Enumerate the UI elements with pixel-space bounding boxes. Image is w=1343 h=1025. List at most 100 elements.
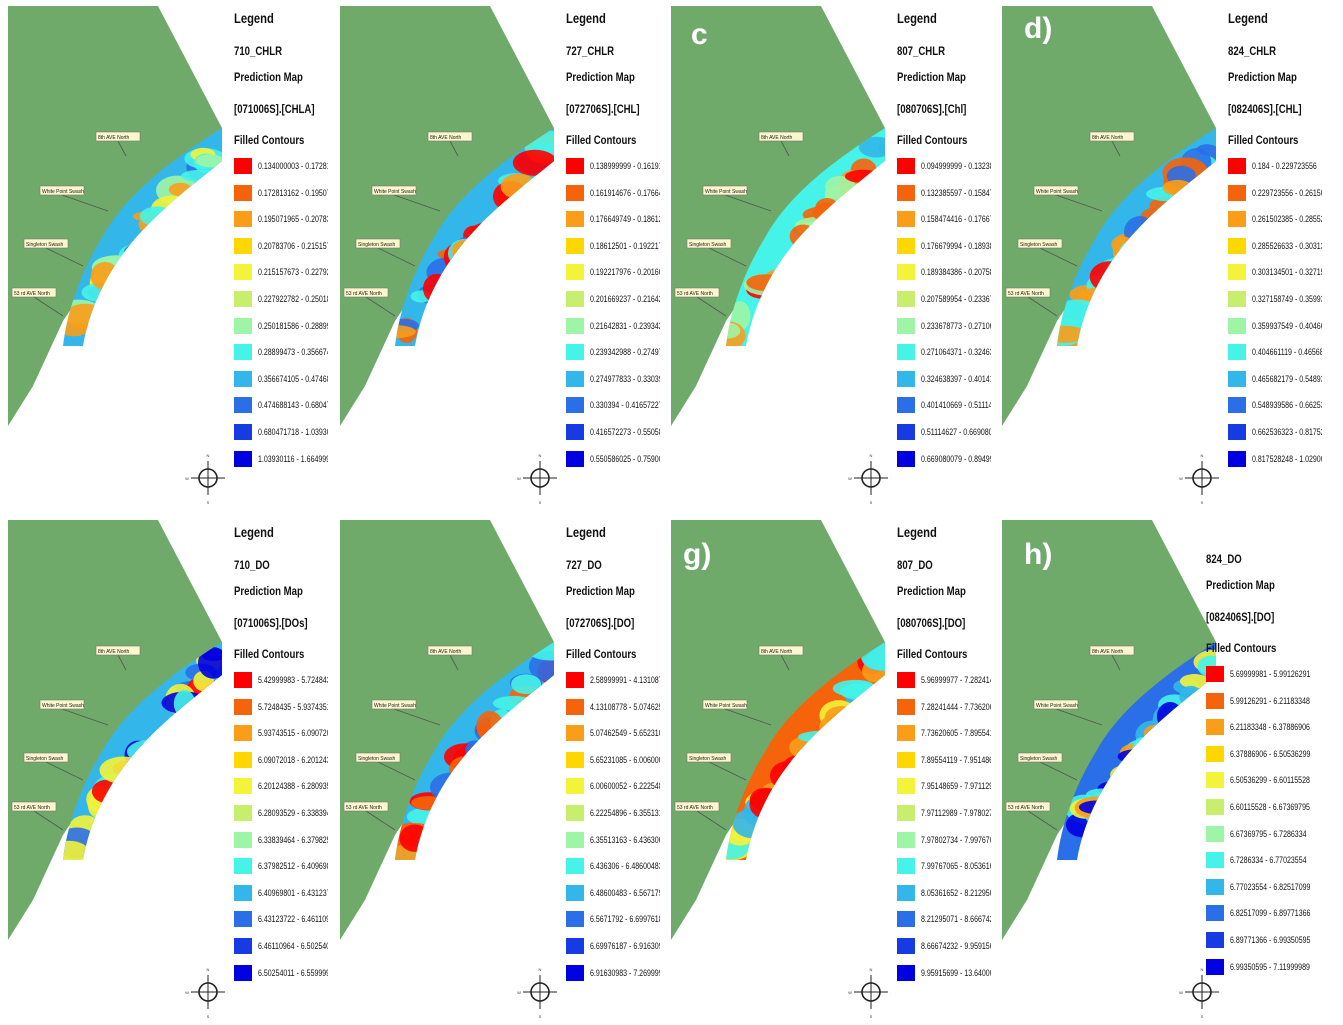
legend-field: [071006S].[DOs] — [234, 616, 308, 630]
contour-patch — [511, 674, 541, 694]
compass-label: W — [517, 476, 521, 481]
legend-swatch — [897, 699, 915, 715]
contour-patch — [1124, 216, 1156, 248]
site-label: 53 rd AVE North — [346, 805, 382, 811]
legend-range-label: 7.99767065 - 8.05361652 — [921, 861, 991, 871]
contour-patch — [1113, 236, 1135, 267]
legend-title: Legend — [566, 524, 606, 540]
legend-swatch — [897, 725, 915, 741]
legend-entry: 5.42999983 - 5.7248435 — [234, 672, 328, 690]
legend-range-label: 7.28241444 - 7.73620605 — [921, 702, 991, 712]
legend-range-label: 6.48600483 - 6.5671792 — [590, 888, 660, 898]
legend-swatch — [234, 451, 252, 467]
legend-range-label: 0.207589954 - 0.233678773 — [921, 294, 991, 304]
legend-entry: 6.37982512 - 6.40969801 — [234, 858, 328, 876]
legend-swatch — [234, 371, 252, 387]
legend-range-label: 8.66674232 - 9.95915699 — [921, 941, 991, 951]
legend-map-type: Prediction Map — [566, 584, 635, 598]
legend-entry: 0.201669237 - 0.21642831 — [566, 291, 660, 309]
legend-entry: 0.550586025 - 0.759000003 — [566, 451, 660, 469]
legend-range-label: 0.20783706 - 0.215157673 — [258, 241, 328, 251]
legend-range-label: 7.95148659 - 7.97112989 — [921, 781, 991, 791]
legend-entry: 0.21642831 - 0.239342988 — [566, 318, 660, 336]
contour-patch — [449, 756, 479, 786]
contour-patch — [100, 757, 147, 784]
legend-range-label: 0.28899473 - 0.356674105 — [258, 347, 328, 357]
legend-range-label: 6.22254896 - 6.35513163 — [590, 808, 660, 818]
site-label: Singleton Swash — [358, 242, 395, 248]
legend-range-label: 6.09072018 - 6.20124388 — [258, 755, 328, 765]
legend-swatch — [1206, 932, 1224, 948]
land-mass — [1002, 6, 1216, 426]
contour-patch — [1118, 749, 1160, 764]
legend-layer-name: 710_CHLR — [234, 44, 282, 58]
site-label: 53 rd AVE North — [14, 291, 50, 297]
legend-entry: 6.99350595 - 7.11999989 — [1206, 959, 1306, 977]
legend-range-label: 7.89554119 - 7.95148659 — [921, 755, 991, 765]
legend-swatch — [566, 725, 584, 741]
legend-swatch — [566, 805, 584, 821]
legend-range-label: 6.00600052 - 6.22254896 — [590, 781, 660, 791]
legend-entry: 5.7248435 - 5.93743515 — [234, 699, 328, 717]
legend-entry: 0.261502385 - 0.285526633 — [1228, 211, 1322, 229]
legend-field: [082406S].[DO] — [1206, 610, 1274, 624]
legend-swatch — [566, 424, 584, 440]
legend-swatch — [1206, 666, 1224, 682]
contour-patch — [1078, 288, 1111, 302]
contour-patch — [423, 274, 451, 303]
legend-swatch — [234, 344, 252, 360]
legend-swatch — [1228, 238, 1246, 254]
legend-range-label: 9.95915699 - 13.6400003 — [921, 968, 991, 978]
contour-patch — [91, 262, 120, 290]
legend-range-label: 0.817528248 - 1.02900004 — [1252, 454, 1322, 464]
legend-swatch — [897, 885, 915, 901]
legend-entry: 0.548939586 - 0.662536323 — [1228, 397, 1322, 415]
legend-entry: 0.207589954 - 0.233678773 — [897, 291, 991, 309]
legend-range-label: 0.465682179 - 0.548939586 — [1252, 374, 1322, 384]
contour-patch — [92, 780, 122, 803]
legend-entry: 5.96999977 - 7.28241444 — [897, 672, 991, 690]
legend-range-label: 0.172813162 - 0.195071965 — [258, 188, 328, 198]
legend-range-label: 6.50254011 - 6.55999994 — [258, 968, 328, 978]
legend-entry: 5.93743515 - 6.09072018 — [234, 725, 328, 743]
legend-range-label: 6.89771366 - 6.99350595 — [1230, 935, 1310, 945]
legend-entry: 0.195071965 - 0.20783706 — [234, 211, 328, 229]
legend-map-type: Prediction Map — [234, 584, 303, 598]
legend-entry: 0.680471718 - 1.03930116 — [234, 424, 328, 442]
legend-entry: 5.99126291 - 6.21183348 — [1206, 693, 1306, 711]
legend-entry: 0.324638397 - 0.401410669 — [897, 371, 991, 389]
legend-range-label: 6.60115528 - 6.67369795 — [1230, 802, 1310, 812]
legend-entry: 7.95148659 - 7.97112989 — [897, 778, 991, 796]
legend-range-label: 6.46110964 - 6.50254011 — [258, 941, 328, 951]
legend-swatch — [234, 672, 252, 688]
legend-entry: 2.58999991 - 4.13108778 — [566, 672, 660, 690]
legend-swatch — [897, 752, 915, 768]
legend-entry: 1.03930116 - 1.66499996 — [234, 451, 328, 469]
legend-range-label: 0.51114627 - 0.669080079 — [921, 427, 991, 437]
legend-range-label: 0.401410669 - 0.51114627 — [921, 400, 991, 410]
legend-swatch — [897, 344, 915, 360]
compass-label: W — [848, 990, 852, 995]
legend-swatch — [1228, 158, 1246, 174]
legend-range-label: 6.69976187 - 6.91630983 — [590, 941, 660, 951]
legend-entry: 8.21295071 - 8.66674232 — [897, 911, 991, 929]
legend-range-label: 8.05361652 - 8.21295071 — [921, 888, 991, 898]
legend-range-label: 0.303134501 - 0.327158749 — [1252, 267, 1322, 277]
site-label: Singleton Swash — [358, 756, 395, 762]
legend-range-label: 0.662536323 - 0.817528248 — [1252, 427, 1322, 437]
legend-range-label: 6.37886906 - 6.50536299 — [1230, 749, 1310, 759]
legend-swatch — [234, 752, 252, 768]
legend-swatch — [566, 238, 584, 254]
legend-entry: 0.416572273 - 0.550586025 — [566, 424, 660, 442]
legend-entry: 6.436306 - 6.48600483 — [566, 858, 660, 876]
legend-swatch — [1228, 397, 1246, 413]
legend-range-label: 5.7248435 - 5.93743515 — [258, 702, 328, 712]
legend-contours-heading: Filled Contours — [1228, 133, 1298, 147]
land-mass — [340, 520, 554, 940]
